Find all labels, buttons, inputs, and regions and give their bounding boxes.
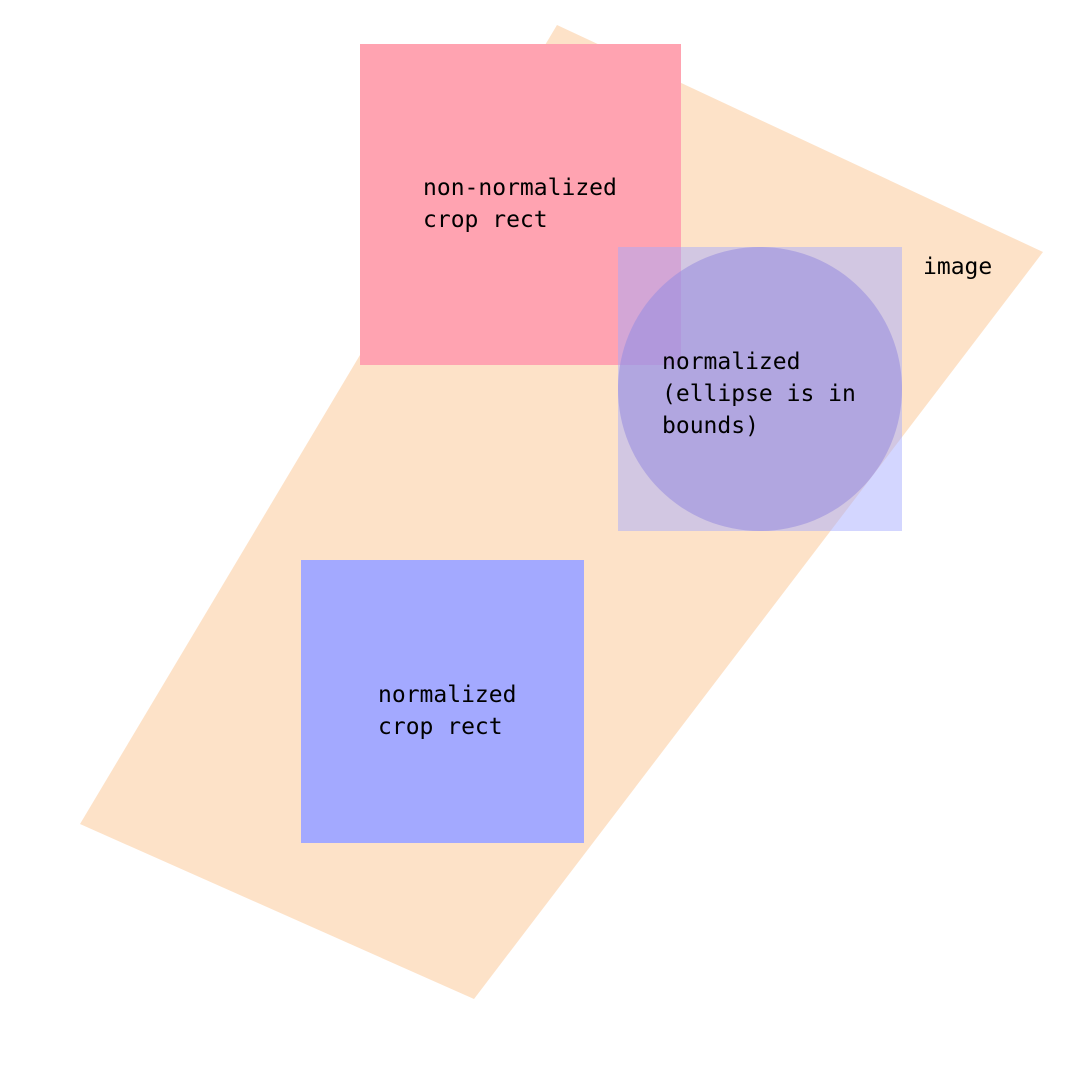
normalized-crop-rect xyxy=(301,560,584,843)
normalized-ellipse-label-line-2: (ellipse is in xyxy=(662,381,856,407)
non-normalized-crop-rect xyxy=(360,44,681,365)
normalized-label-line-1: normalized xyxy=(378,682,516,708)
normalized-label-line-2: crop rect xyxy=(378,714,503,740)
non-normalized-label-line-1: non-normalized xyxy=(423,175,617,201)
in-bounds-ellipse xyxy=(618,247,902,531)
non-normalized-label-line-2: crop rect xyxy=(423,207,548,233)
normalized-ellipse-label-line-1: normalized xyxy=(662,349,800,375)
image-label: image xyxy=(923,254,992,280)
normalized-ellipse-label-line-3: bounds) xyxy=(662,413,759,439)
